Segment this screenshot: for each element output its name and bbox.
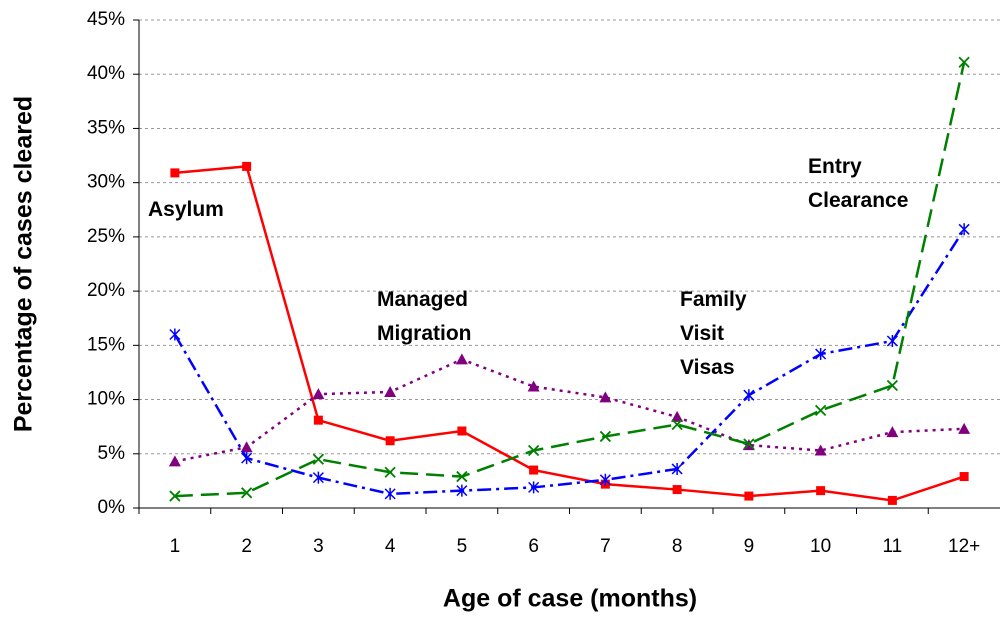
line xyxy=(174,165,965,502)
marker xyxy=(815,348,827,361)
marker xyxy=(169,490,181,502)
marker xyxy=(527,444,540,457)
y-axis-title: Percentage of cases cleared xyxy=(10,96,38,432)
marker xyxy=(168,455,181,467)
marker xyxy=(599,473,611,486)
marker xyxy=(886,379,899,392)
line xyxy=(174,358,965,463)
marker xyxy=(384,385,397,397)
marker xyxy=(240,441,253,453)
x-tick-label: 1 xyxy=(170,536,181,557)
x-axis-title: Age of case (months) xyxy=(443,585,697,613)
marker xyxy=(671,410,684,422)
marker xyxy=(816,486,826,496)
x-tick-label: 7 xyxy=(600,536,611,557)
series-label: Managed Migration xyxy=(377,288,474,345)
y-tick-label: 10% xyxy=(87,389,125,410)
marker xyxy=(814,404,827,417)
marker xyxy=(241,452,253,465)
y-tick-label: 35% xyxy=(87,117,125,138)
marker xyxy=(384,466,396,478)
marker xyxy=(170,168,180,178)
y-tick-label: 45% xyxy=(87,9,125,30)
x-tick-label: 3 xyxy=(313,536,324,557)
line xyxy=(173,228,966,496)
marker xyxy=(886,334,898,347)
y-tick-label: 30% xyxy=(87,172,125,193)
marker xyxy=(599,430,612,443)
marker xyxy=(385,436,395,446)
series xyxy=(169,223,970,500)
x-tick-label: 11 xyxy=(883,536,903,557)
marker xyxy=(887,495,897,505)
y-tick-label: 40% xyxy=(87,63,125,84)
marker xyxy=(456,484,468,497)
marker xyxy=(529,465,539,475)
series-label: Asylum xyxy=(148,198,224,221)
x-tick-label: 4 xyxy=(385,536,396,557)
marker xyxy=(958,56,970,68)
y-tick-label: 15% xyxy=(87,334,125,355)
marker xyxy=(240,487,253,499)
marker xyxy=(743,438,755,450)
x-tick-label: 12+ xyxy=(948,536,980,557)
marker xyxy=(959,472,969,482)
y-tick-label: 25% xyxy=(87,226,125,247)
y-tick-label: 0% xyxy=(98,497,126,518)
marker xyxy=(242,161,252,171)
x-tick-label: 5 xyxy=(457,536,468,557)
series xyxy=(168,353,971,467)
marker xyxy=(958,422,971,434)
marker xyxy=(455,353,468,365)
series-label: Family Visit Visas xyxy=(680,288,752,379)
series xyxy=(169,56,970,502)
marker xyxy=(958,223,970,236)
marker xyxy=(527,380,540,392)
marker xyxy=(312,471,324,484)
x-tick-label: 2 xyxy=(241,536,252,557)
marker xyxy=(312,453,325,465)
y-tick-label: 5% xyxy=(98,443,126,464)
y-tick-label: 20% xyxy=(87,280,125,301)
x-tick-label: 9 xyxy=(744,536,755,557)
marker xyxy=(312,388,325,400)
marker xyxy=(744,491,754,501)
marker xyxy=(384,487,396,500)
marker xyxy=(671,418,683,431)
marker xyxy=(886,426,899,438)
marker xyxy=(528,481,540,494)
line xyxy=(174,62,966,498)
x-tick-label: 8 xyxy=(672,536,683,557)
marker xyxy=(672,485,682,495)
series-label: Entry Clearance xyxy=(808,155,908,212)
marker xyxy=(457,426,467,436)
x-tick-label: 6 xyxy=(528,536,539,557)
marker xyxy=(814,444,827,456)
marker xyxy=(169,328,181,341)
marker xyxy=(313,415,323,425)
marker xyxy=(671,462,683,475)
marker xyxy=(743,389,755,402)
x-tick-label: 10 xyxy=(810,536,831,557)
marker xyxy=(456,470,468,483)
marker xyxy=(599,391,612,403)
